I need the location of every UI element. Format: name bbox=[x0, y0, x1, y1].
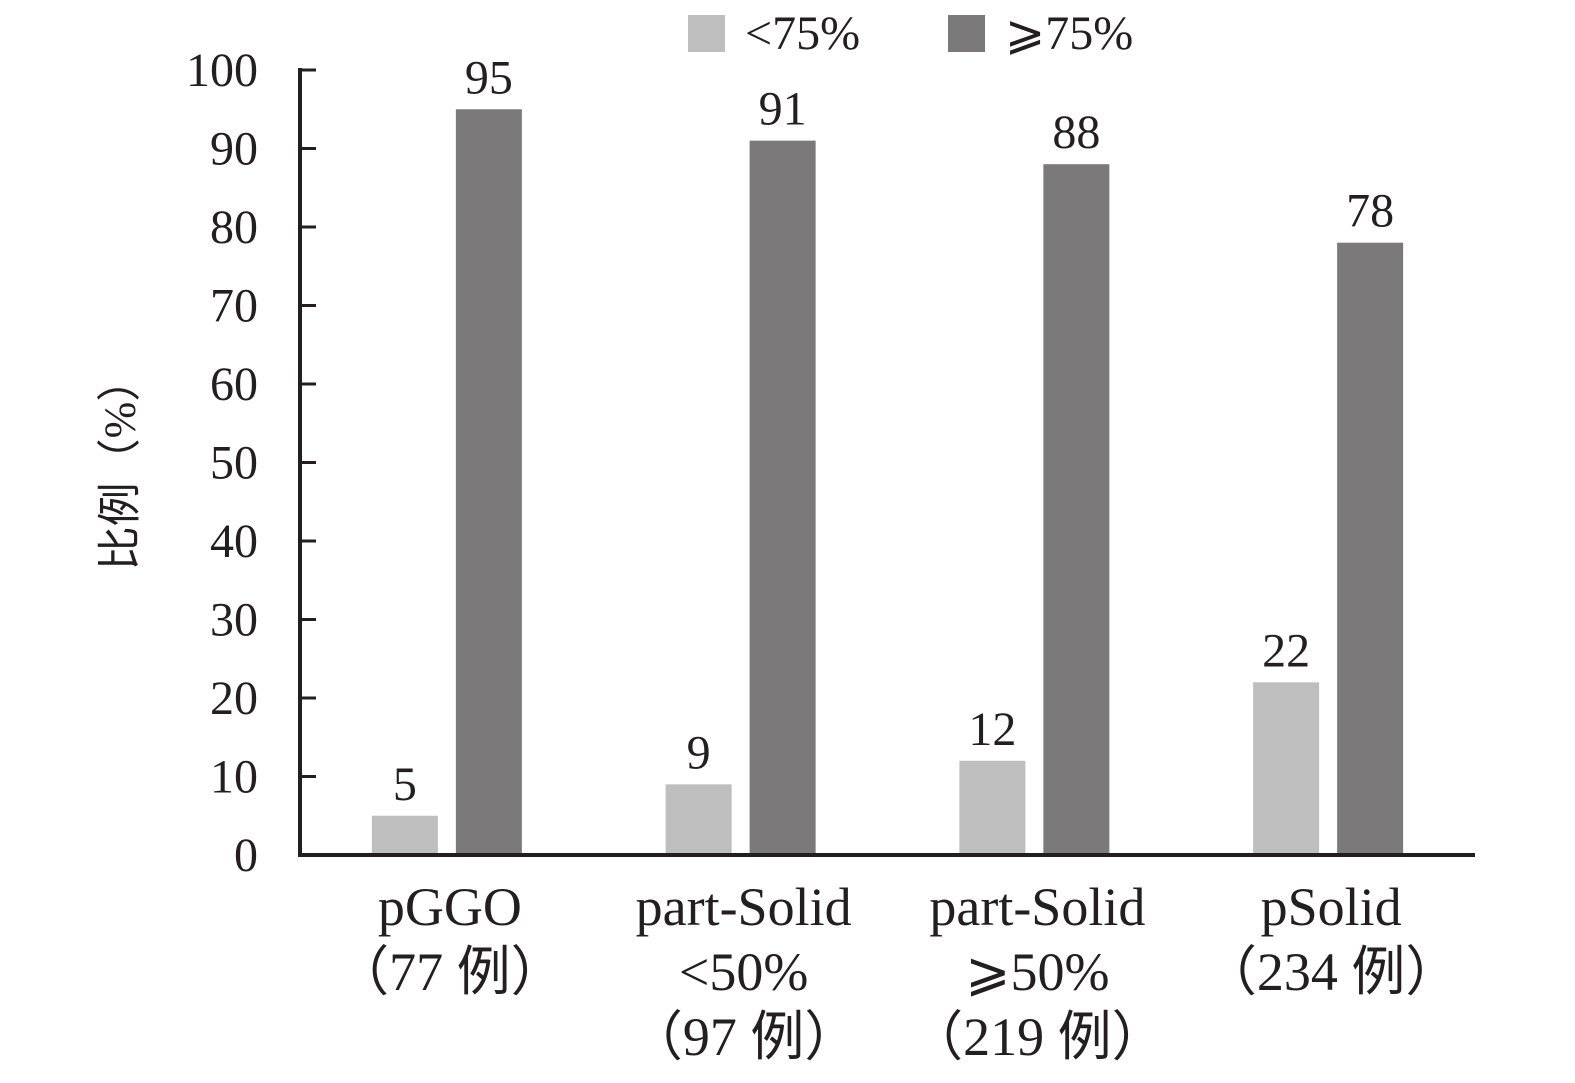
x-category-label-1-line-1: pGGO bbox=[378, 877, 522, 937]
y-tick-label-50: 50 bbox=[210, 437, 258, 490]
bar-series-1-category-3 bbox=[959, 760, 1026, 855]
x-category-label-2-line-2: <50% bbox=[679, 942, 808, 1002]
y-tick-label-20: 20 bbox=[210, 672, 258, 725]
legend: <75% ⩾75% bbox=[688, 7, 1133, 60]
x-category-label-3: part-Solid ⩾50%（219 例） bbox=[909, 877, 1166, 1067]
bar-series-2-category-1 bbox=[455, 109, 522, 855]
x-category-label-2-line-3: （97 例） bbox=[629, 1007, 859, 1067]
y-tick-label-0: 0 bbox=[234, 829, 258, 882]
x-category-label-3-line-2: ⩾50% bbox=[965, 942, 1109, 1002]
x-category-label-4-line-2: （234 例） bbox=[1203, 942, 1460, 1002]
y-tick-label-60: 60 bbox=[210, 358, 258, 411]
bar-series-1-category-4 bbox=[1253, 682, 1320, 855]
x-category-label-3-line-1: part-Solid bbox=[929, 877, 1145, 937]
bar-series-1-category-1 bbox=[371, 815, 438, 855]
data-label-series-2-category-4: 78 bbox=[1346, 185, 1394, 238]
y-tick-label-100: 100 bbox=[186, 44, 258, 97]
y-tick-label-90: 90 bbox=[210, 123, 258, 176]
x-category-label-3-line-3: （219 例） bbox=[909, 1007, 1166, 1067]
data-label-series-2-category-3: 88 bbox=[1052, 106, 1100, 159]
bar-series-2-category-4 bbox=[1337, 242, 1404, 855]
data-label-series-1-category-3: 12 bbox=[968, 703, 1016, 756]
x-category-label-2-line-1: part-Solid bbox=[636, 877, 852, 937]
data-label-series-1-category-2: 9 bbox=[687, 726, 711, 779]
legend-swatch-at-least-75 bbox=[948, 15, 985, 52]
legend-label-at-least-75: ⩾75% bbox=[1005, 7, 1133, 60]
legend-label-below-75: <75% bbox=[745, 7, 860, 60]
bar-series-2-category-2 bbox=[749, 140, 816, 855]
x-category-label-1-line-2: （77 例） bbox=[335, 942, 565, 1002]
y-tick-label-80: 80 bbox=[210, 201, 258, 254]
bar-series-1-category-2 bbox=[665, 784, 732, 855]
x-category-label-4: pSolid （234 例） bbox=[1203, 877, 1460, 1002]
data-label-series-2-category-1: 95 bbox=[465, 51, 513, 104]
y-tick-label-70: 70 bbox=[210, 280, 258, 333]
x-category-label-1: pGGO （77 例） bbox=[335, 877, 565, 1002]
x-category-label-2: part-Solid <50%（97 例） bbox=[629, 877, 859, 1067]
y-axis: 0 10 20 30 40 50 60 70 80 90 100 bbox=[186, 44, 316, 882]
y-tick-label-40: 40 bbox=[210, 515, 258, 568]
bars bbox=[371, 109, 1404, 855]
x-category-label-4-line-1: pSolid bbox=[1261, 877, 1402, 937]
data-label-series-1-category-4: 22 bbox=[1262, 624, 1310, 677]
bar-series-2-category-3 bbox=[1043, 164, 1110, 855]
category-labels: pGGO （77 例）part-Solid <50%（97 例）part-Solid… bbox=[335, 877, 1459, 1067]
data-label-series-1-category-1: 5 bbox=[393, 758, 417, 811]
y-tick-label-30: 30 bbox=[210, 594, 258, 647]
y-axis-title: 比例（%） bbox=[96, 358, 145, 571]
legend-swatch-below-75 bbox=[688, 15, 725, 52]
y-tick-label-10: 10 bbox=[210, 751, 258, 804]
data-label-series-2-category-2: 91 bbox=[759, 83, 807, 136]
data-labels: 5 95 9 91 12 88 22 78 bbox=[393, 51, 1394, 811]
